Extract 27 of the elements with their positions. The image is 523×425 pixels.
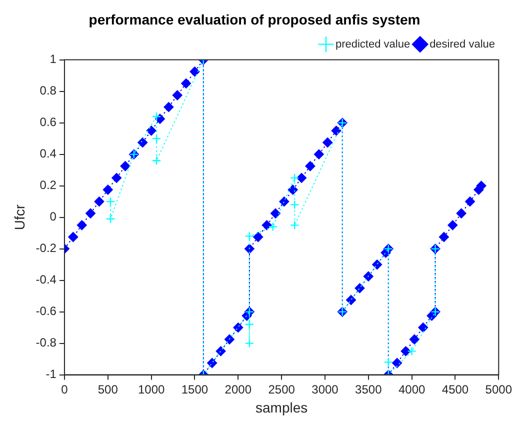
x-tick-label: 4000 — [398, 382, 426, 396]
x-tick-label: 500 — [98, 382, 118, 396]
x-tick-label: 1500 — [181, 382, 208, 396]
y-tick-label: 0 — [50, 210, 57, 224]
x-axis-title: samples — [255, 399, 308, 416]
y-tick-label: -0.6 — [36, 304, 57, 318]
y-tick-label: -0.4 — [36, 272, 57, 287]
x-tick-label: 1000 — [138, 382, 165, 396]
y-tick-label: 0.8 — [40, 84, 57, 98]
x-tick-label: 4500 — [442, 382, 469, 396]
x-tick-label: 3500 — [355, 382, 382, 396]
y-tick-label: 0.4 — [40, 146, 57, 161]
y-tick-label: 0.2 — [40, 178, 57, 192]
x-tick-label: 3000 — [312, 382, 339, 396]
y-axis-title: Ufcr — [11, 204, 28, 230]
chart-title: performance evaluation of proposed anfis system — [88, 11, 420, 28]
x-tick-label: 0 — [61, 382, 68, 396]
y-tick-label: -1 — [46, 367, 57, 382]
x-tick-label: 2500 — [268, 382, 296, 396]
y-tick-label: -0.8 — [36, 336, 57, 350]
x-tick-label: 5000 — [485, 382, 512, 396]
y-tick-label: 1 — [50, 52, 57, 66]
y-tick-label: -0.2 — [36, 241, 57, 256]
legend-label: desired value — [430, 38, 496, 50]
x-tick-label: 2000 — [224, 382, 252, 396]
legend-label: predicted value — [335, 38, 410, 50]
y-tick-label: 0.6 — [40, 115, 57, 130]
